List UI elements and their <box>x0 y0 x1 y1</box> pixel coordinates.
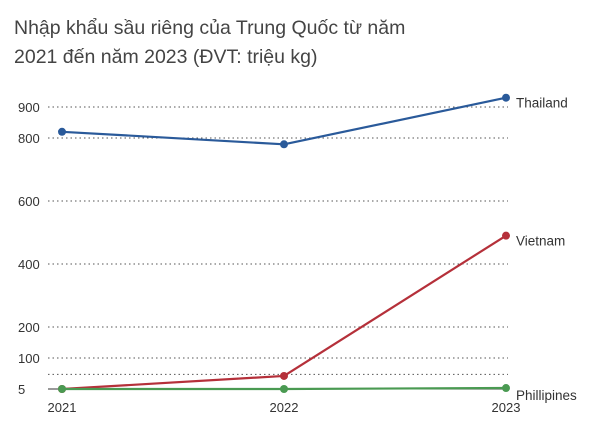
series-line <box>61 234 507 391</box>
y-tick-label: 900 <box>18 100 40 115</box>
series-labels: Thailand Vietnam Phillipines <box>516 96 577 403</box>
y-tick-label: 200 <box>18 320 40 335</box>
series-label: Vietnam <box>516 234 565 249</box>
data-point <box>280 140 288 149</box>
y-tick-label: 100 <box>18 351 40 366</box>
chart-title: Nhập khẩu sầu riêng của Trung Quốc từ nă… <box>14 14 514 72</box>
data-point <box>280 385 288 393</box>
x-tick-label: 2022 <box>270 400 299 415</box>
data-point <box>502 384 510 393</box>
y-tick-label: 800 <box>18 131 40 146</box>
data-point <box>58 127 66 136</box>
y-axis-ticks: 5 100 200 400 600 800 900 <box>18 100 40 397</box>
series-label: Phillipines <box>516 388 577 403</box>
y-tick-label: 600 <box>18 194 40 209</box>
y-tick-label: 5 <box>18 382 25 397</box>
x-tick-label: 2023 <box>492 400 521 415</box>
x-tick-label: 2021 <box>48 400 77 415</box>
data-point <box>502 231 510 240</box>
data-point <box>280 371 288 380</box>
chart-title-line-2: 2021 đến năm 2023 (ĐVT: triệu kg) <box>14 46 318 68</box>
data-point <box>58 385 66 393</box>
series-line <box>61 96 507 146</box>
series-lines <box>58 93 510 393</box>
gridlines <box>48 106 508 390</box>
chart-title-line-1: Nhập khẩu sầu riêng của Trung Quốc từ nă… <box>14 17 406 39</box>
data-point <box>502 93 510 102</box>
series-label: Thailand <box>516 96 568 111</box>
y-tick-label: 400 <box>18 257 40 272</box>
x-axis-ticks: 2021 2022 2023 <box>48 400 521 415</box>
